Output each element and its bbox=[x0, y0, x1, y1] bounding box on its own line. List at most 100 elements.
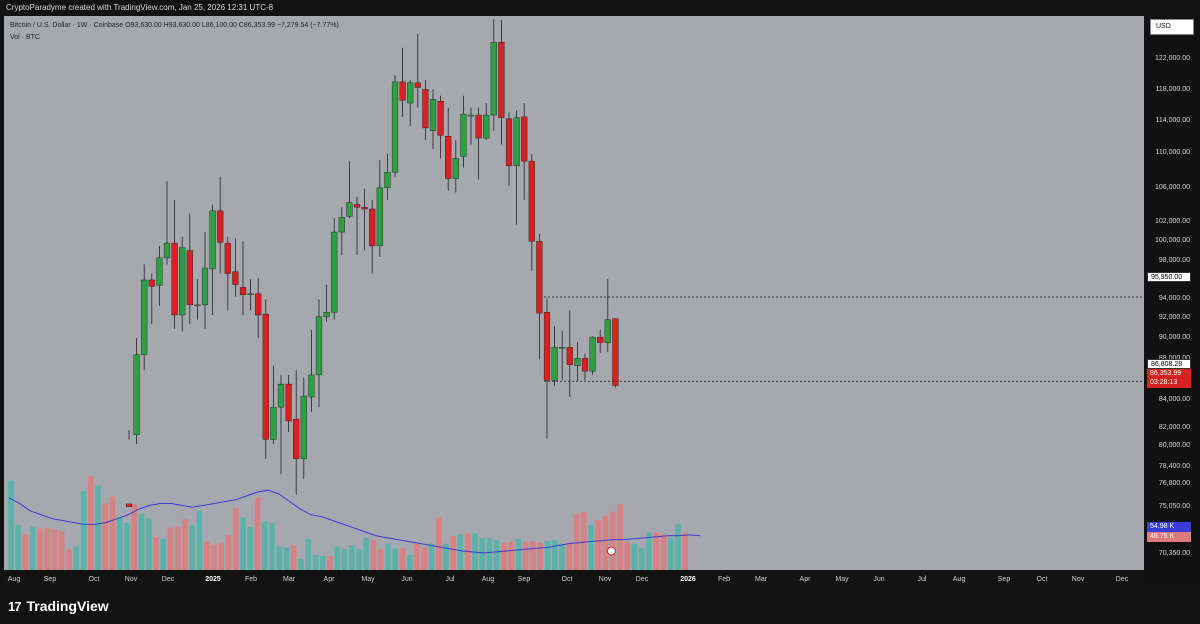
candle-down bbox=[505, 118, 513, 166]
time-tick-label: Oct bbox=[89, 576, 100, 583]
candle-up bbox=[490, 42, 497, 116]
candle-down bbox=[293, 418, 300, 459]
volume-bar bbox=[501, 542, 507, 570]
volume-bar bbox=[530, 540, 536, 570]
tradingview-brand[interactable]: 17 TradingView bbox=[8, 596, 109, 616]
time-tick-label: Oct bbox=[562, 576, 573, 583]
time-tick-label: Mar bbox=[755, 576, 768, 583]
volume-bar bbox=[667, 538, 674, 570]
chart-pane[interactable] bbox=[4, 16, 1144, 570]
volume-bar bbox=[363, 538, 370, 570]
volume-bar bbox=[508, 541, 515, 570]
price-axis[interactable]: 122,000.00 118,000.00 114,000.00 110,000.00… bbox=[1146, 16, 1200, 570]
volume-bar bbox=[261, 521, 268, 570]
time-axis[interactable]: Aug Sep Oct Nov Dec 2025 Feb Mar Apr May Jun Jul Aug… bbox=[4, 570, 1144, 586]
candle-up bbox=[156, 257, 163, 286]
volume-bar bbox=[617, 504, 623, 570]
candle-up bbox=[209, 210, 216, 270]
candle-up bbox=[247, 293, 254, 296]
price-tick-label: 92,000.00 bbox=[1159, 314, 1190, 321]
volume-bar bbox=[232, 507, 239, 570]
volume-bar bbox=[515, 538, 522, 570]
volume-bar bbox=[37, 528, 43, 570]
price-tick-label: 84,000.00 bbox=[1159, 396, 1190, 403]
volume-bar bbox=[174, 526, 181, 570]
volume-bar bbox=[102, 503, 109, 570]
volume-bar bbox=[573, 513, 580, 570]
volume-bar bbox=[638, 548, 645, 570]
tradingview-logo-icon: 17 bbox=[8, 598, 22, 614]
volume-moving-average-line bbox=[8, 489, 701, 554]
volume-bar bbox=[457, 534, 464, 570]
volume-bar bbox=[537, 542, 544, 570]
volume-bar bbox=[131, 504, 138, 570]
price-tick-label: 110,000.00 bbox=[1155, 149, 1190, 156]
bar-countdown-badge: 03:28:13 bbox=[1147, 378, 1191, 388]
volume-bar bbox=[247, 526, 254, 570]
volume-bar bbox=[522, 541, 529, 570]
volume-bar bbox=[385, 543, 391, 570]
candle-down bbox=[224, 242, 231, 274]
candle-down bbox=[148, 279, 155, 287]
candle-up bbox=[308, 374, 315, 398]
time-tick-label: Sep bbox=[998, 576, 1011, 583]
candle-up bbox=[300, 395, 307, 459]
candle-down bbox=[262, 313, 269, 440]
volume-bar bbox=[682, 532, 689, 570]
time-tick-label: Dec bbox=[162, 576, 175, 583]
candle-down bbox=[353, 204, 361, 208]
price-tick-label: 118,000.00 bbox=[1155, 86, 1190, 93]
candle-up bbox=[277, 383, 285, 408]
candle-up bbox=[559, 347, 566, 349]
time-tick-label: Aug bbox=[953, 576, 966, 583]
time-tick-label: Jun bbox=[873, 576, 884, 583]
price-tick-label: 98,000.00 bbox=[1159, 257, 1190, 264]
symbol-legend[interactable]: Bitcoin / U.S. Dollar · 1W · Coinbase O9… bbox=[10, 20, 339, 44]
candle-down bbox=[255, 293, 262, 316]
candle-down bbox=[521, 116, 528, 162]
volume-bar bbox=[211, 544, 217, 570]
candle-down bbox=[239, 287, 247, 295]
candle-up bbox=[323, 312, 330, 318]
symbol-info[interactable]: Bitcoin / U.S. Dollar · 1W · Coinbase O9… bbox=[10, 22, 339, 29]
chart-credit: CryptoParadyme created with TradingView.… bbox=[6, 3, 274, 12]
volume-bar bbox=[87, 476, 94, 570]
volume-info[interactable]: Vol · BTC bbox=[10, 34, 40, 41]
volume-bar bbox=[356, 549, 362, 570]
volume-bar bbox=[414, 543, 420, 570]
candle-up bbox=[315, 316, 323, 376]
candle-up bbox=[467, 114, 475, 117]
price-axis-ticks: 122,000.00 118,000.00 114,000.00 110,000.00… bbox=[1155, 55, 1190, 557]
time-tick-label: May bbox=[835, 576, 849, 583]
candle-up bbox=[179, 247, 186, 316]
candle-down bbox=[566, 347, 573, 365]
candle-down bbox=[414, 82, 421, 88]
candle-up bbox=[376, 187, 383, 247]
volume-bar bbox=[450, 536, 457, 570]
time-tick-label: Feb bbox=[245, 576, 257, 583]
candle-up bbox=[604, 319, 611, 343]
currency-button[interactable]: USD bbox=[1150, 19, 1194, 35]
price-chart[interactable] bbox=[4, 16, 1144, 570]
time-tick-label: Jul bbox=[918, 576, 927, 583]
time-tick-label: Aug bbox=[8, 576, 21, 583]
time-tick-label: Feb bbox=[718, 576, 730, 583]
candle-down bbox=[361, 206, 368, 210]
volume-bar bbox=[269, 523, 275, 570]
volume-bar bbox=[370, 539, 377, 570]
time-tick-label: Oct bbox=[1037, 576, 1048, 583]
volume-bar bbox=[479, 538, 486, 570]
volume-bar bbox=[109, 496, 116, 570]
price-tick-label: 122,000.00 bbox=[1155, 55, 1190, 62]
candle-up bbox=[384, 171, 391, 189]
time-tick-label: Sep bbox=[44, 576, 57, 583]
time-tick-label: 2025 bbox=[205, 576, 221, 583]
price-tick-label: 78,400.00 bbox=[1159, 463, 1190, 470]
candle-up bbox=[589, 336, 596, 372]
volume-bar bbox=[160, 538, 167, 570]
volume-bar bbox=[15, 524, 22, 570]
candle-down bbox=[125, 503, 133, 507]
volume-bar bbox=[29, 526, 36, 570]
volume-bar bbox=[73, 546, 80, 570]
time-axis-ticks: Aug Sep Oct Nov Dec 2025 Feb Mar Apr May Jun Jul Aug… bbox=[8, 576, 1129, 583]
